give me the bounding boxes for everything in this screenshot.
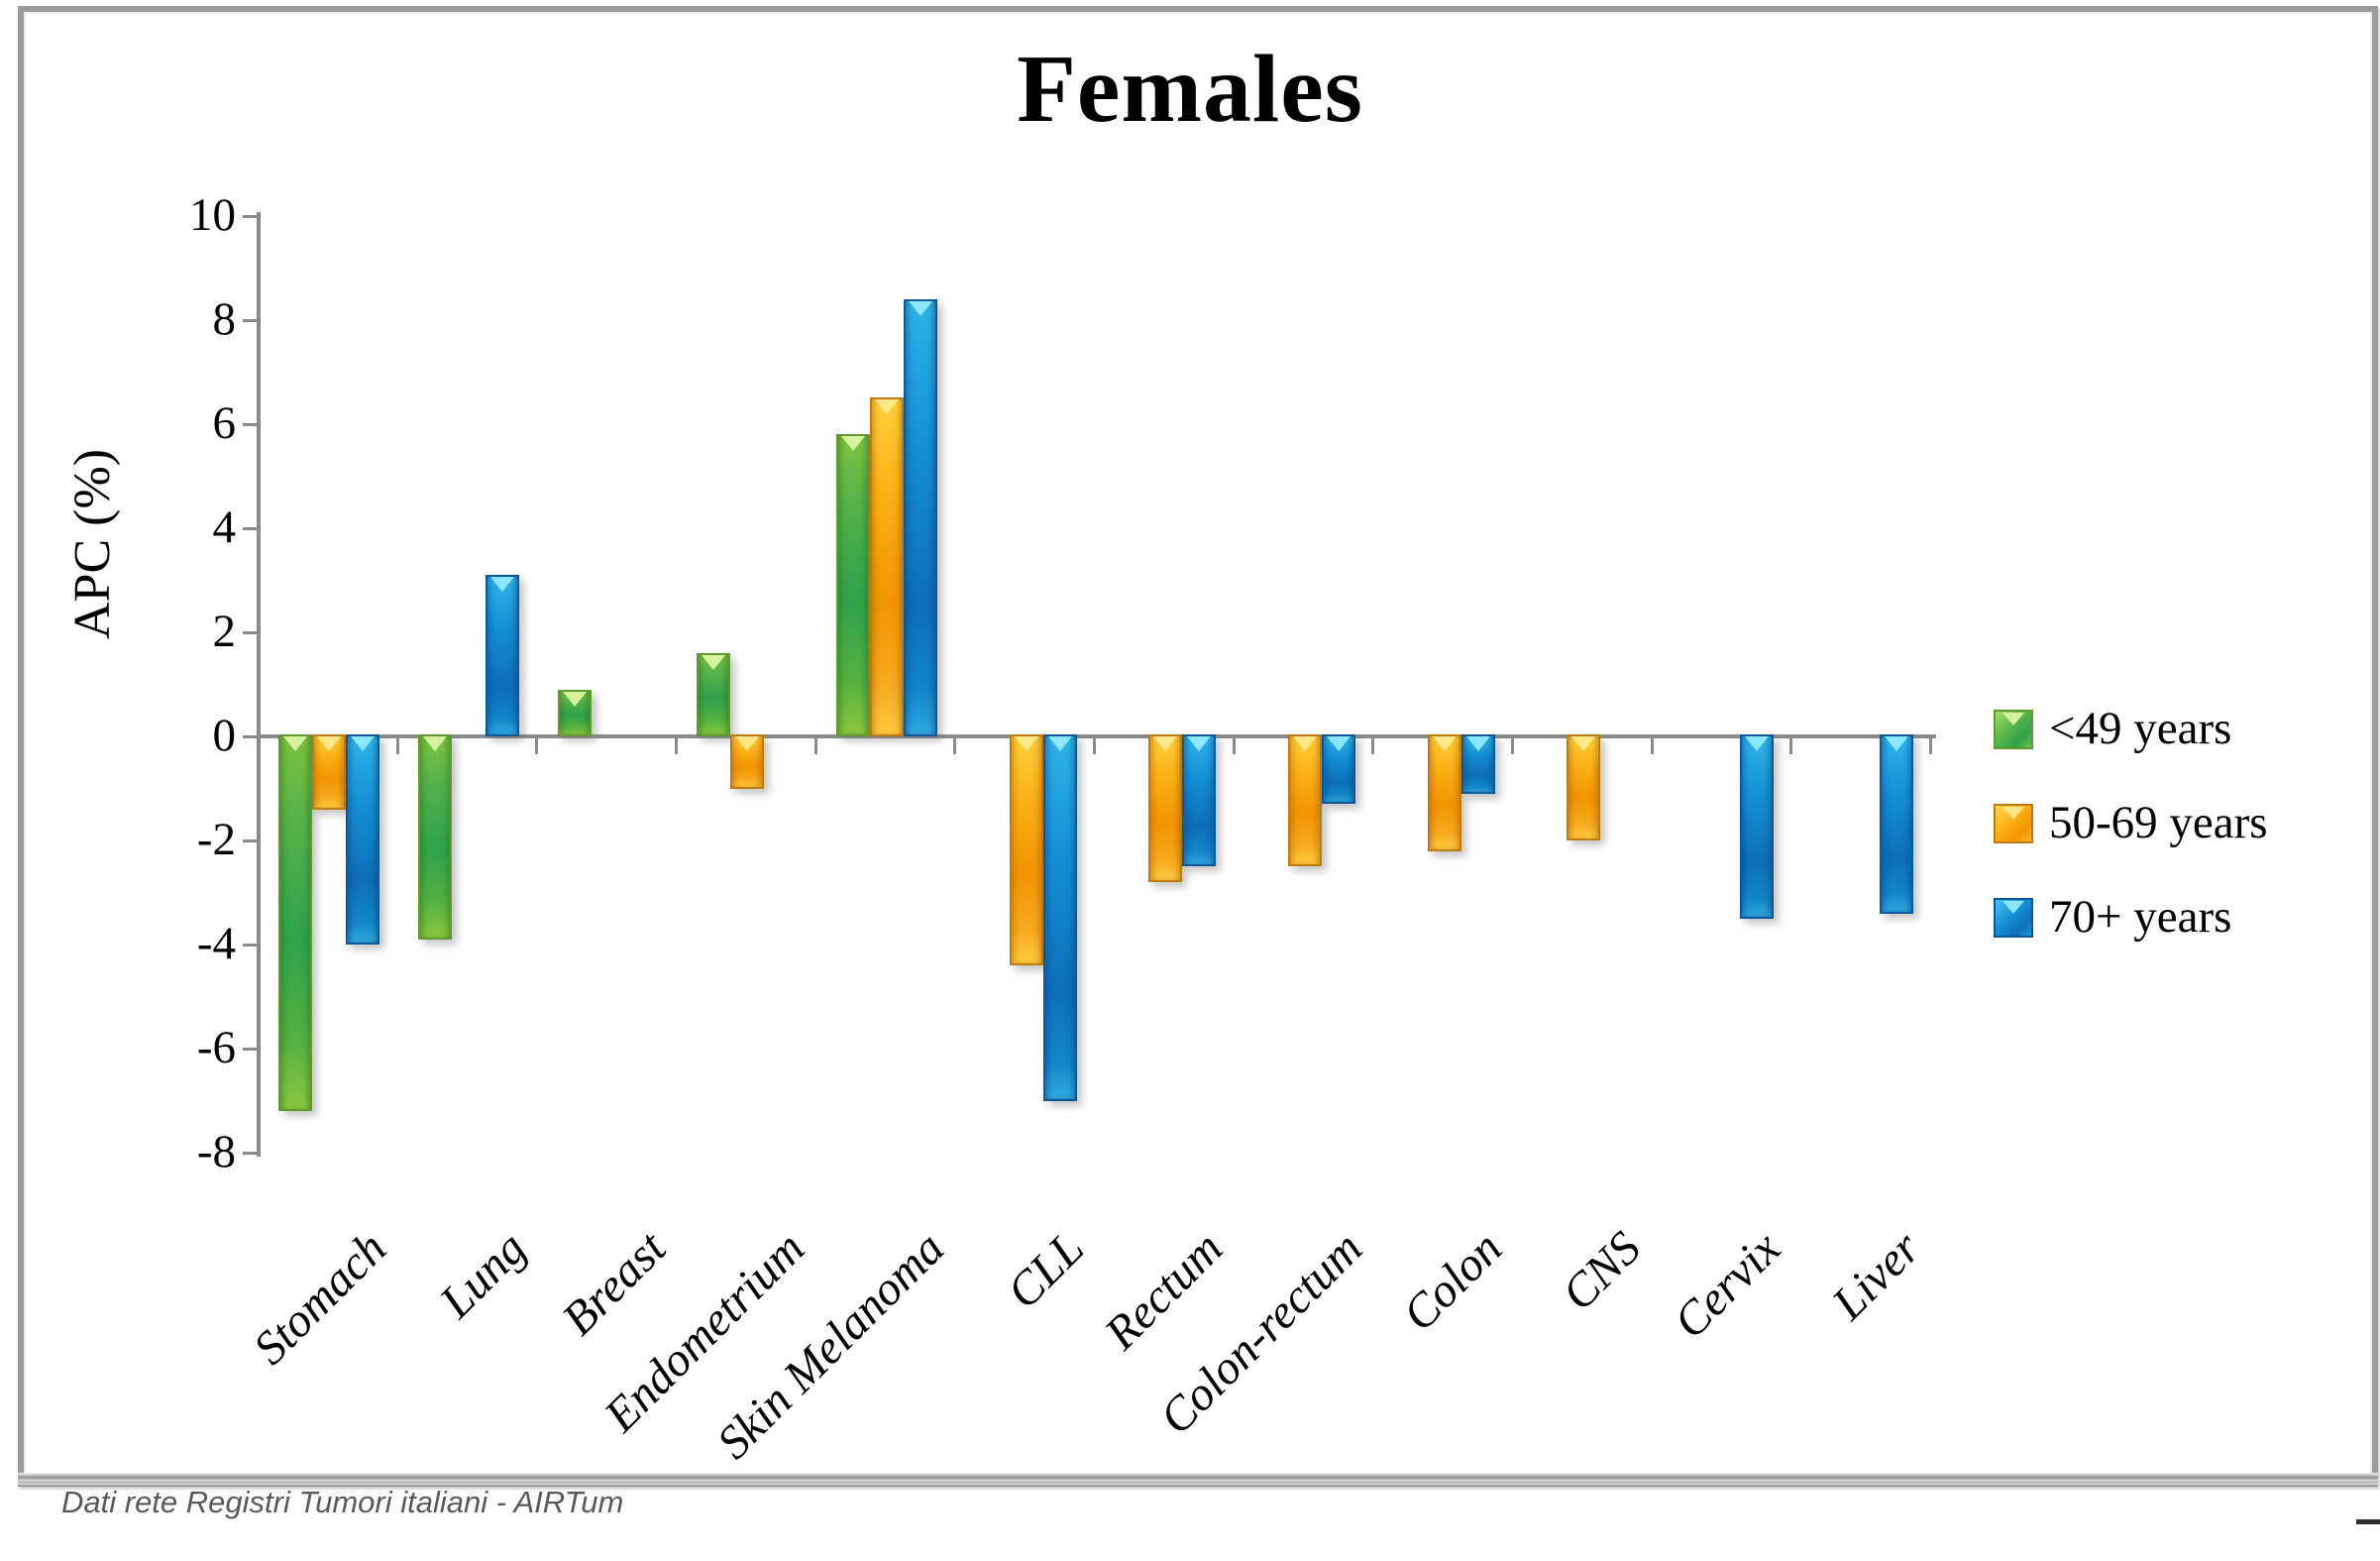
x-axis-tick (813, 738, 817, 754)
y-axis-tick-label: -2 (196, 814, 236, 866)
bar-endometrium-green (697, 652, 731, 736)
y-axis-tick (243, 1152, 258, 1156)
bar-liver-blue (1879, 734, 1913, 914)
y-axis-tick-label: -6 (196, 1022, 236, 1074)
legend-swatch-blue (1994, 897, 2033, 938)
y-axis-tick-label: 6 (212, 396, 237, 449)
bar-colon-rectum-orange (1288, 734, 1322, 867)
bar-lung-blue (486, 575, 519, 736)
corner-mark (2356, 1519, 2380, 1524)
y-axis-title: APC (%) (64, 448, 121, 639)
bar-skin-melanoma-orange (870, 397, 904, 736)
y-axis-tick-label: 8 (212, 292, 237, 345)
y-axis-tick-label: 10 (189, 188, 236, 241)
y-axis-tick (243, 214, 258, 218)
bar-colon-orange (1427, 734, 1461, 851)
bar-stomach-orange (312, 734, 347, 810)
y-axis-tick (243, 630, 258, 634)
x-axis-zero-line (257, 734, 1936, 738)
y-axis-line (257, 212, 261, 1157)
bar-breast-green (557, 689, 592, 736)
x-axis-tick (1511, 738, 1514, 754)
x-axis-tick (257, 738, 260, 754)
bar-cll-orange (1009, 734, 1043, 966)
bar-skin-melanoma-green (836, 434, 870, 736)
legend: <49 years 50-69 years 70+ years (1994, 706, 2268, 941)
x-axis-tick (535, 738, 539, 754)
y-axis-tick (243, 526, 258, 530)
legend-label: <49 years (2049, 703, 2232, 754)
legend-item-50-69: 50-69 years (1994, 800, 2268, 846)
y-axis-tick (243, 735, 258, 738)
bar-endometrium-orange (730, 734, 765, 789)
x-axis-tick (1929, 738, 1932, 754)
legend-label: 50-69 years (2049, 797, 2268, 848)
y-axis-tick-label: 2 (212, 605, 237, 657)
y-axis-tick (243, 1048, 258, 1052)
x-axis-tick (395, 738, 399, 754)
legend-item-under-49: <49 years (1994, 706, 2268, 752)
bar-skin-melanoma-blue (904, 298, 937, 736)
bar-lung-green (418, 734, 452, 940)
y-axis-tick (243, 422, 258, 426)
source-caption: Dati rete Registri Tumori italiani - AIR… (61, 1485, 624, 1519)
y-axis-tick (243, 944, 258, 948)
bar-cns-orange (1567, 734, 1601, 841)
y-axis-tick (243, 839, 258, 843)
legend-label: 70+ years (2049, 891, 2232, 943)
bar-stomach-blue (346, 734, 380, 946)
x-axis-tick (1650, 738, 1654, 754)
legend-item-70-plus: 70+ years (1994, 894, 2268, 941)
x-axis-tick (1789, 738, 1793, 754)
chart-title: Females (1017, 36, 1363, 143)
bar-cervix-blue (1740, 734, 1774, 919)
bar-stomach-green (278, 734, 313, 1112)
y-axis-tick-label: -4 (196, 918, 236, 970)
y-axis-tick-label: -8 (196, 1126, 236, 1178)
legend-swatch-green (1994, 709, 2033, 749)
x-axis-tick (675, 738, 678, 754)
bar-colon-blue (1460, 734, 1495, 794)
x-axis-tick (1371, 738, 1375, 754)
frame-bottom-ridge (18, 1473, 2378, 1485)
bar-rectum-orange (1148, 734, 1183, 883)
bar-colon-rectum-blue (1322, 734, 1355, 805)
bar-cll-blue (1042, 734, 1077, 1101)
y-axis-tick-label: 4 (212, 501, 237, 553)
legend-swatch-orange (1994, 803, 2033, 843)
x-axis-tick (953, 738, 957, 754)
y-axis-tick (243, 318, 258, 322)
y-axis-tick-label: 0 (212, 710, 237, 761)
x-axis-tick (1232, 738, 1236, 754)
bar-rectum-blue (1182, 734, 1217, 867)
x-axis-tick (1093, 738, 1096, 754)
